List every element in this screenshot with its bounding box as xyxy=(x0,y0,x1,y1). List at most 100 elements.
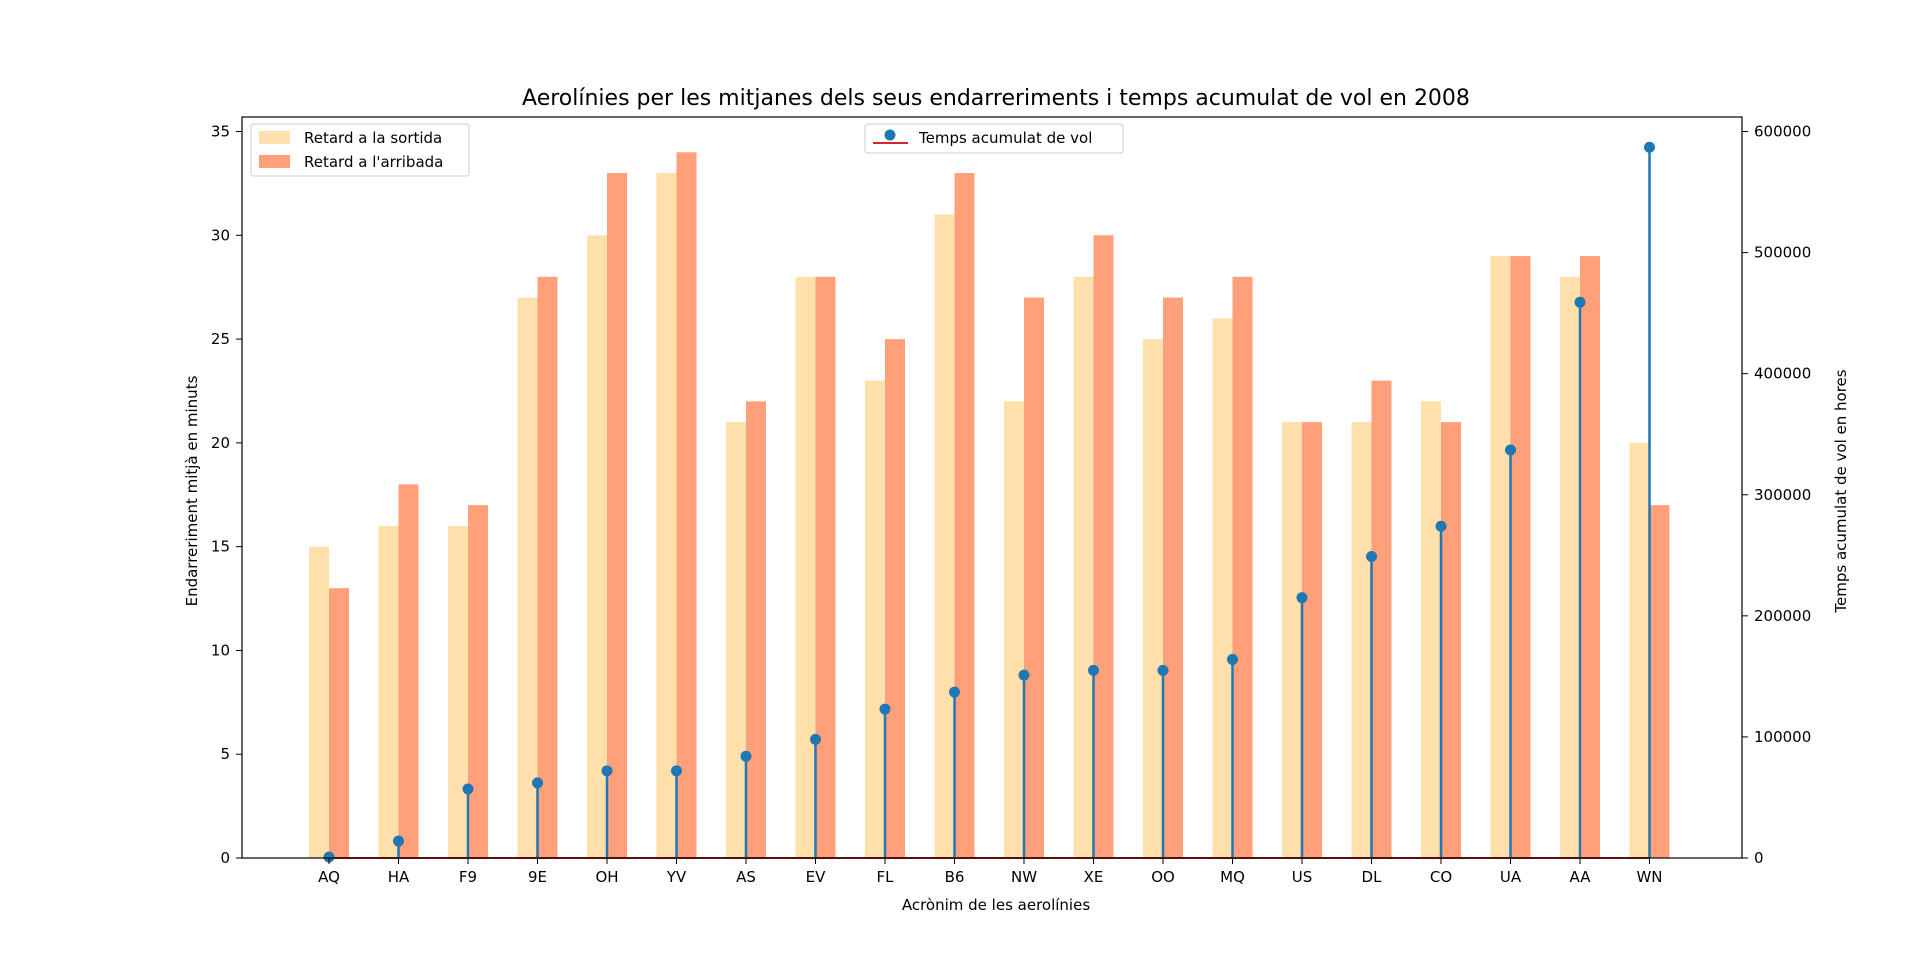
x-tick-label-yv: YV xyxy=(666,868,687,886)
legend-label-arrival: Retard a l'arribada xyxy=(304,153,443,171)
stem-marker-nw xyxy=(1018,669,1030,681)
legend-swatch-arrival xyxy=(259,155,290,168)
bar-arrival-fl xyxy=(885,339,905,859)
bar-arrival-nw xyxy=(1024,297,1044,858)
stem-marker-ha xyxy=(393,835,404,847)
bar-arrival-as xyxy=(746,401,766,858)
legend-delays-frame xyxy=(250,123,470,177)
y-tick-label: 0 xyxy=(220,849,230,867)
bar-departure-wn xyxy=(1629,442,1650,858)
plot-frame xyxy=(241,116,1743,859)
bar-arrival-aa xyxy=(1580,256,1600,858)
y-right-tick-label: 500000 xyxy=(1754,244,1811,262)
bar-departure-mq xyxy=(1212,318,1233,858)
bar-arrival-wn xyxy=(1649,505,1670,858)
stem-marker-aa xyxy=(1574,296,1586,308)
stem-marker-dl xyxy=(1366,551,1377,563)
bar-arrival-aq xyxy=(329,588,349,858)
x-tick-label-ev: EV xyxy=(806,868,826,886)
bar-departure-ev xyxy=(795,276,816,859)
bar-arrival-mq xyxy=(1232,276,1253,859)
legend-label-departure: Retard a la sortida xyxy=(304,129,442,147)
bar-departure-ha xyxy=(378,525,399,858)
y-tick-label: 35 xyxy=(211,123,230,141)
stem-marker-oh xyxy=(601,765,613,777)
x-tick-label-us: US xyxy=(1292,868,1313,886)
legend-label-flight-time: Temps acumulat de vol xyxy=(918,129,1092,147)
bar-departure-us xyxy=(1282,422,1302,858)
y-axis-label: Endarreriment mitjà en minuts xyxy=(183,375,201,606)
x-tick-label-aa: AA xyxy=(1570,868,1592,886)
x-tick-label-fl: FL xyxy=(877,868,895,886)
y-right-tick-label: 200000 xyxy=(1754,607,1811,625)
bar-arrival-9e xyxy=(537,276,558,859)
bar-departure-oh xyxy=(587,235,607,859)
bar-departure-yv xyxy=(656,173,677,859)
x-tick-label-dl: DL xyxy=(1362,868,1383,886)
y-tick-label: 10 xyxy=(211,641,230,659)
bar-departure-ua xyxy=(1490,256,1511,858)
bar-arrival-co xyxy=(1441,422,1461,858)
x-tick-label-co: CO xyxy=(1430,868,1452,886)
legend-delays: Retard a la sortida Retard a l'arribada xyxy=(250,123,470,177)
bars-layer xyxy=(309,152,1670,859)
y-axis-label-right: Temps acumulat de vol en hores xyxy=(1832,369,1850,613)
x-tick-label-xe: XE xyxy=(1084,868,1104,886)
stem-marker-9e xyxy=(532,777,543,789)
x-axis-label: Acrònim de les aerolínies xyxy=(902,896,1090,914)
bar-departure-oo xyxy=(1143,339,1163,859)
x-tick-label-mq: MQ xyxy=(1220,868,1245,886)
stem-marker-oo xyxy=(1157,664,1169,676)
bar-arrival-us xyxy=(1302,422,1322,858)
x-tick-label-9e: 9E xyxy=(528,868,547,886)
legend-flight-time: Temps acumulat de vol xyxy=(864,123,1124,154)
stem-marker-aq xyxy=(323,851,335,863)
bar-departure-co xyxy=(1421,401,1441,858)
bar-arrival-f9 xyxy=(468,505,488,858)
bar-departure-dl xyxy=(1351,422,1372,858)
bar-arrival-yv xyxy=(676,152,697,859)
bar-departure-xe xyxy=(1073,276,1094,859)
legend-marker-flight-time xyxy=(884,129,896,141)
y-right-tick-label: 300000 xyxy=(1754,486,1811,504)
bar-departure-aa xyxy=(1560,276,1580,859)
stem-layer xyxy=(323,141,1655,863)
y-tick-label: 20 xyxy=(211,434,230,452)
legend-swatch-departure xyxy=(259,131,290,144)
bar-arrival-b6 xyxy=(954,173,975,859)
x-tick-label-wn: WN xyxy=(1636,868,1662,886)
stem-marker-as xyxy=(740,750,752,762)
stem-marker-xe xyxy=(1088,664,1099,676)
stem-marker-ev xyxy=(810,733,821,745)
x-tick-label-aq: AQ xyxy=(318,868,340,886)
stem-marker-f9 xyxy=(462,783,474,795)
y-tick-label: 30 xyxy=(211,226,230,244)
x-tick-label-f9: F9 xyxy=(459,868,477,886)
bar-departure-aq xyxy=(309,546,329,858)
stem-marker-us xyxy=(1296,592,1308,604)
axes-layer: 0 5 10 15 20 25 30 35 0 100000 200000 300000 400000 5… xyxy=(211,116,1811,886)
y-right-tick-label: 100000 xyxy=(1754,728,1811,746)
bar-arrival-ua xyxy=(1510,256,1531,858)
y-right-tick-label: 600000 xyxy=(1754,123,1811,141)
stem-marker-wn xyxy=(1644,141,1655,153)
bar-departure-as xyxy=(726,422,746,858)
x-tick-label-oh: OH xyxy=(595,868,618,886)
bar-departure-b6 xyxy=(934,214,955,858)
stem-marker-fl xyxy=(879,703,891,715)
stem-marker-co xyxy=(1435,520,1447,532)
x-tick-label-ha: HA xyxy=(388,868,410,886)
stem-marker-yv xyxy=(671,765,682,777)
bar-departure-9e xyxy=(517,297,538,858)
legend-flight-time-frame xyxy=(864,123,1124,154)
x-tick-label-nw: NW xyxy=(1011,868,1037,886)
bar-departure-f9 xyxy=(448,525,468,858)
stem-marker-ua xyxy=(1505,444,1516,456)
y-right-tick-label: 0 xyxy=(1754,849,1764,867)
y-tick-label: 15 xyxy=(211,538,230,556)
bar-arrival-dl xyxy=(1371,380,1392,858)
y-right-tick-label: 400000 xyxy=(1754,365,1811,383)
stem-marker-mq xyxy=(1227,653,1238,665)
